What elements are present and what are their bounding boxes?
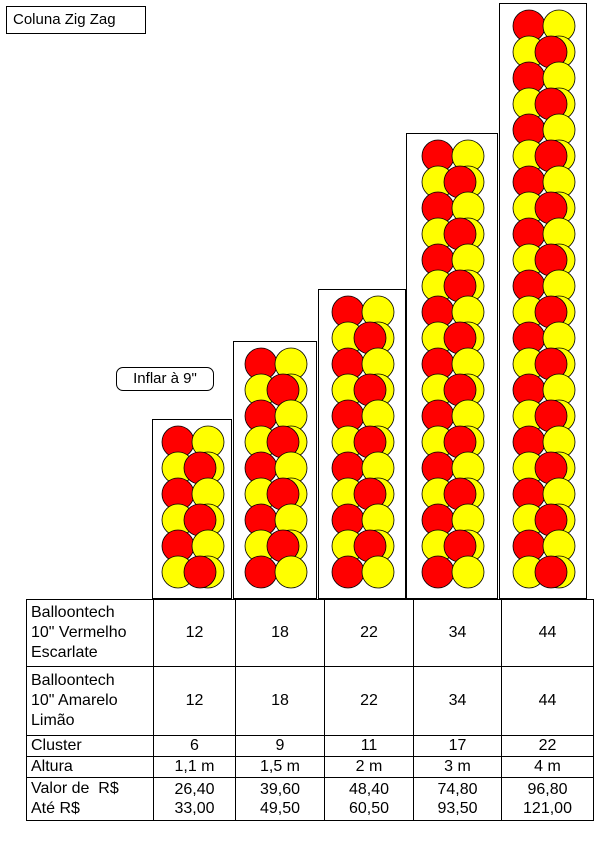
- label-line: 10" Vermelho: [31, 624, 127, 641]
- label-line: Escarlate: [31, 644, 98, 661]
- row-label: Valor de R$ Até R$: [26, 777, 154, 821]
- red-balloon: [331, 555, 365, 589]
- label-line: Valor de R$: [31, 780, 119, 797]
- balloon-column-frame: [152, 419, 232, 599]
- table-cell: 12: [153, 666, 236, 736]
- yellow-balloon: [274, 555, 308, 589]
- table-cell: 2 m: [324, 756, 414, 778]
- red-balloon: [244, 555, 278, 589]
- price-min: 26,40: [174, 781, 215, 798]
- red-balloon: [421, 555, 455, 589]
- row-label: Balloontech 10" Amarelo Limão: [26, 666, 154, 736]
- table-cell: 1,5 m: [235, 756, 325, 778]
- label-line: Balloontech: [31, 604, 115, 621]
- table-cell: 26,40 33,00: [153, 777, 236, 821]
- table-row-cluster: Cluster 6 9 11 17 22: [26, 735, 594, 757]
- table-cell: 3 m: [413, 756, 502, 778]
- balloon-column: [421, 139, 485, 589]
- page-title: Coluna Zig Zag: [6, 6, 146, 34]
- balloon-column: [512, 9, 576, 589]
- yellow-balloon: [451, 555, 485, 589]
- price-min: 48,40: [348, 781, 390, 798]
- price-max: 121,00: [523, 800, 572, 817]
- price-min: 96,80: [527, 781, 568, 798]
- table-cell: 44: [501, 666, 594, 736]
- price-min: 39,60: [259, 781, 301, 798]
- table-cell: 6: [153, 735, 236, 757]
- label-line: Balloontech: [31, 672, 115, 689]
- table-cell: 17: [413, 735, 502, 757]
- row-label: Cluster: [26, 735, 154, 757]
- table-cell: 12: [153, 599, 236, 667]
- balloon-column-frame: [406, 133, 498, 599]
- table-cell: 1,1 m: [153, 756, 236, 778]
- price-max: 93,50: [437, 800, 478, 817]
- table-cell: 34: [413, 666, 502, 736]
- balloon-column-frame: [499, 3, 587, 599]
- table-cell: 39,60 49,50: [235, 777, 325, 821]
- inflate-note: Inflar à 9": [116, 367, 214, 391]
- table-cell: 44: [501, 599, 594, 667]
- price-max: 49,50: [259, 800, 301, 817]
- table-cell: 4 m: [501, 756, 594, 778]
- table-cell: 22: [501, 735, 594, 757]
- table-cell: 18: [235, 599, 325, 667]
- table-cell: 22: [324, 666, 414, 736]
- table-cell: 11: [324, 735, 414, 757]
- table-cell: 22: [324, 599, 414, 667]
- yellow-balloon: [361, 555, 395, 589]
- label-line: Até R$: [31, 800, 80, 817]
- table-cell: 96,80 121,00: [501, 777, 594, 821]
- label-line: 10" Amarelo: [31, 692, 118, 709]
- table-cell: 9: [235, 735, 325, 757]
- red-balloon: [183, 555, 217, 589]
- label-line: Limão: [31, 712, 75, 729]
- price-table: Balloontech 10" Vermelho Escarlate 12 18…: [26, 599, 594, 821]
- price-max: 33,00: [174, 800, 215, 817]
- row-label: Balloontech 10" Vermelho Escarlate: [26, 599, 154, 667]
- row-label: Altura: [26, 756, 154, 778]
- table-cell: 48,40 60,50: [324, 777, 414, 821]
- price-max: 60,50: [348, 800, 390, 817]
- price-min: 74,80: [437, 781, 478, 798]
- balloon-columns: [152, 3, 587, 599]
- table-row-price: Valor de R$ Até R$ 26,40 33,00 39,60 49,…: [26, 777, 594, 821]
- balloon-column-frame: [233, 341, 317, 599]
- balloon-column: [331, 295, 395, 589]
- table-row-height: Altura 1,1 m 1,5 m 2 m 3 m 4 m: [26, 756, 594, 778]
- red-balloon: [534, 555, 568, 589]
- table-row-red-balloons: Balloontech 10" Vermelho Escarlate 12 18…: [26, 599, 594, 667]
- balloon-column: [161, 425, 225, 589]
- table-cell: 18: [235, 666, 325, 736]
- balloon-column: [244, 347, 308, 589]
- balloon-column-frame: [318, 289, 406, 599]
- table-cell: 74,80 93,50: [413, 777, 502, 821]
- table-cell: 34: [413, 599, 502, 667]
- table-row-yellow-balloons: Balloontech 10" Amarelo Limão 12 18 22 3…: [26, 666, 594, 736]
